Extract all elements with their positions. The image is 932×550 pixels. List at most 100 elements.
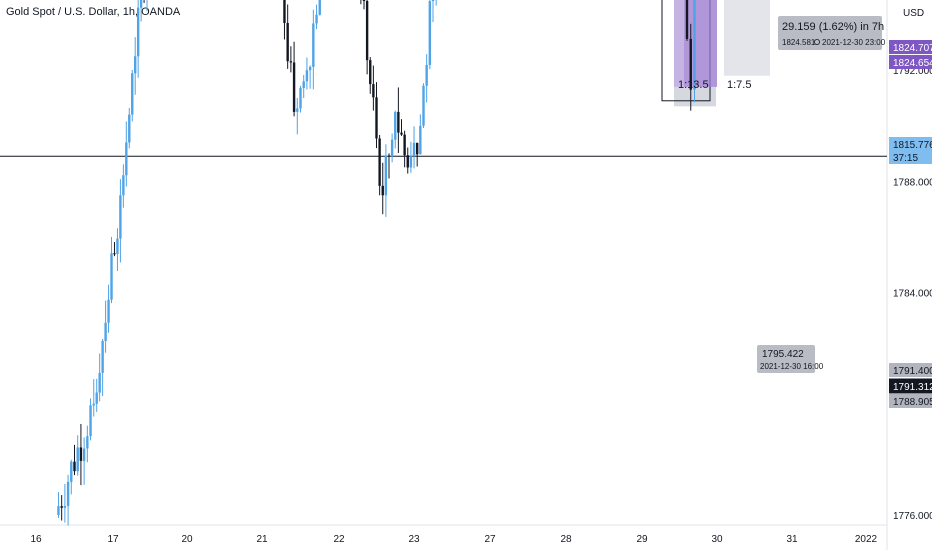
candle-body bbox=[318, 0, 321, 15]
axis-label-1824707: 1824.707 bbox=[893, 43, 932, 54]
x-tick-label: 20 bbox=[181, 534, 193, 545]
axis-label-1824654-bg bbox=[889, 55, 932, 69]
measure-end-time: 2021-12-30 23:00 bbox=[822, 38, 886, 47]
measure-end-price: 1824.581 bbox=[782, 38, 816, 47]
axes: 1776.0001780.0001784.0001788.0001792.000… bbox=[30, 40, 932, 545]
candle-body bbox=[98, 372, 101, 393]
candle-body bbox=[292, 62, 296, 112]
candle-body bbox=[134, 56, 137, 74]
candle-body bbox=[63, 505, 67, 508]
candle-body bbox=[57, 506, 60, 515]
candle-body bbox=[305, 70, 309, 82]
axis-label-1791400: 1791.400 bbox=[893, 366, 932, 377]
ratio-inner-box bbox=[684, 0, 717, 87]
candle-body bbox=[128, 114, 131, 143]
candle-body bbox=[308, 66, 312, 71]
measure-top-box bbox=[778, 16, 882, 50]
y-tick-label: 1784.000 bbox=[893, 289, 932, 300]
ratio-label-1: 1:13.5 bbox=[678, 79, 709, 91]
x-tick-label: 29 bbox=[636, 534, 648, 545]
candle-body bbox=[139, 0, 143, 8]
candle-body bbox=[136, 7, 140, 57]
x-tick-label: 23 bbox=[408, 534, 420, 545]
candle-body bbox=[384, 155, 388, 196]
candle-body bbox=[693, 0, 696, 90]
y-tick-label: 1792.000 bbox=[893, 66, 932, 77]
ratio-label-2: 1:7.5 bbox=[727, 79, 751, 91]
clock-icon bbox=[814, 39, 821, 46]
candle-body bbox=[82, 448, 86, 461]
candle-body bbox=[86, 436, 89, 449]
candle-body bbox=[89, 405, 92, 437]
candles bbox=[57, 0, 696, 526]
axis-label-1788905-bg bbox=[889, 394, 932, 408]
x-tick-label: 30 bbox=[711, 534, 723, 545]
candle-body bbox=[70, 461, 73, 482]
candle-body bbox=[110, 253, 113, 300]
candle-body bbox=[101, 340, 104, 373]
candle-body bbox=[73, 461, 76, 472]
x-tick-label: 21 bbox=[256, 534, 268, 545]
axis-label-1791312: 1791.312 bbox=[893, 382, 932, 393]
candle-body bbox=[299, 88, 302, 109]
candle-body bbox=[315, 14, 318, 24]
candle-body bbox=[95, 392, 98, 404]
candle-body bbox=[369, 60, 372, 85]
candle-body bbox=[76, 447, 79, 472]
candle-body bbox=[387, 155, 391, 157]
candle-body bbox=[419, 125, 422, 155]
candle-body bbox=[685, 0, 689, 39]
candle-body bbox=[131, 73, 134, 115]
axis-label-countdown: 37:15 bbox=[893, 153, 918, 164]
candle-body bbox=[302, 81, 305, 89]
candle-body bbox=[378, 138, 381, 186]
x-tick-label: 28 bbox=[560, 534, 572, 545]
candle-body bbox=[375, 97, 378, 139]
candle-body bbox=[116, 238, 119, 254]
currency-label: USD bbox=[903, 8, 925, 19]
candle-body bbox=[283, 0, 286, 24]
candle-body bbox=[66, 481, 70, 506]
candle-body bbox=[286, 23, 289, 62]
retest-zone bbox=[724, 0, 770, 76]
candle-body bbox=[425, 64, 428, 86]
x-tick-label: 17 bbox=[107, 534, 119, 545]
axis-label-1824654: 1824.654 bbox=[893, 58, 932, 69]
candle-body bbox=[431, 0, 435, 2]
candle-body bbox=[296, 108, 299, 112]
candle-body bbox=[107, 299, 110, 323]
candle-body bbox=[79, 447, 83, 461]
candle-body bbox=[372, 84, 375, 98]
x-tick-label: 22 bbox=[333, 534, 345, 545]
axis-label-1824707-bg bbox=[889, 40, 932, 54]
candle-body bbox=[428, 1, 432, 65]
candle-body bbox=[365, 1, 369, 61]
grid bbox=[0, 0, 888, 550]
measure-start-price: 1795.422 bbox=[762, 349, 804, 360]
y-tick-label: 1776.000 bbox=[893, 511, 932, 522]
candle-body bbox=[390, 139, 394, 157]
axis-label-1791312-bg bbox=[889, 378, 932, 394]
candle-body bbox=[92, 403, 95, 406]
candle-body bbox=[122, 175, 125, 196]
measure-bottom-box bbox=[757, 345, 815, 373]
candle-body bbox=[397, 111, 400, 133]
candle-body bbox=[125, 142, 128, 176]
candle-body bbox=[422, 85, 425, 126]
candle-body bbox=[394, 111, 397, 140]
candle-body bbox=[415, 142, 419, 155]
candle-body bbox=[362, 0, 366, 2]
candle-body bbox=[289, 61, 293, 63]
candle-body bbox=[104, 322, 107, 341]
candle-body bbox=[403, 134, 406, 156]
candle-body bbox=[119, 195, 122, 239]
candle-body bbox=[312, 23, 315, 67]
candle-body bbox=[412, 142, 416, 157]
chart-title: Gold Spot / U.S. Dollar, 1h, OANDA bbox=[6, 6, 181, 18]
axis-label-last: 1815.776 bbox=[893, 140, 932, 151]
x-tick-label: 16 bbox=[30, 534, 42, 545]
candle-body bbox=[689, 38, 692, 90]
candle-body bbox=[400, 132, 403, 135]
last-price-bg bbox=[889, 137, 932, 164]
